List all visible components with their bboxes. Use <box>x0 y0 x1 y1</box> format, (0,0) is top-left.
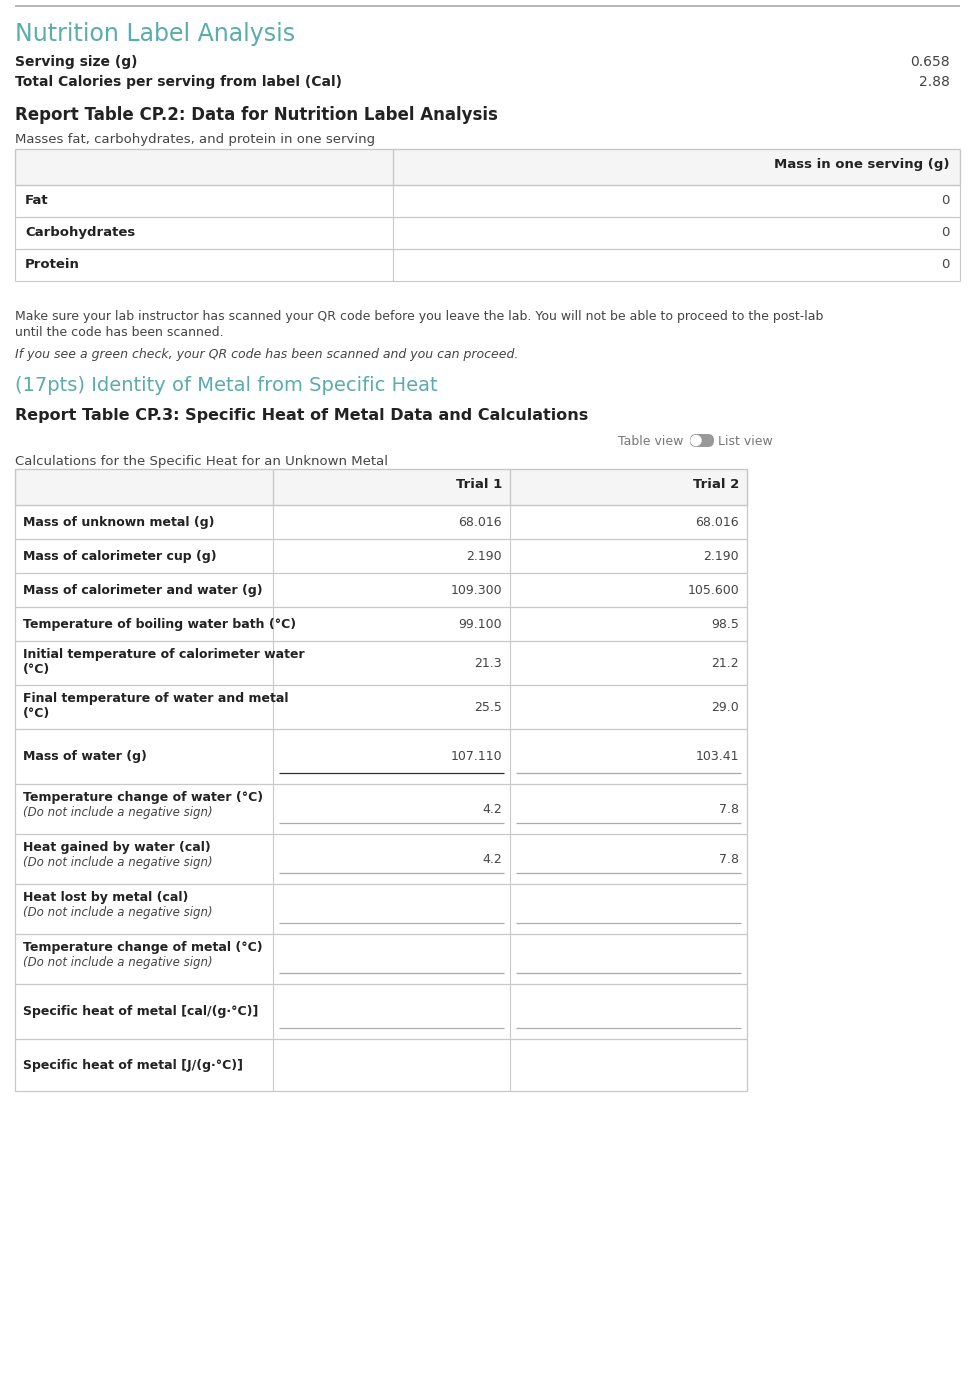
Bar <box>15 1039 747 1090</box>
Text: Temperature of boiling water bath (°C): Temperature of boiling water bath (°C) <box>23 618 296 631</box>
Text: Fat: Fat <box>25 194 49 207</box>
Text: 21.3: 21.3 <box>475 657 502 669</box>
Text: (°C): (°C) <box>23 707 51 720</box>
Text: Trial 2: Trial 2 <box>693 478 739 490</box>
Text: 2.190: 2.190 <box>466 550 502 563</box>
Text: (17pts) Identity of Metal from Specific Heat: (17pts) Identity of Metal from Specific … <box>15 376 438 394</box>
Text: If you see a green check, your QR code has been scanned and you can proceed.: If you see a green check, your QR code h… <box>15 349 519 361</box>
Text: Mass of calorimeter and water (g): Mass of calorimeter and water (g) <box>23 583 262 597</box>
Text: Masses fat, carbohydrates, and protein in one serving: Masses fat, carbohydrates, and protein i… <box>15 133 375 146</box>
Text: (Do not include a negative sign): (Do not include a negative sign) <box>23 956 213 970</box>
Text: (Do not include a negative sign): (Do not include a negative sign) <box>23 856 213 870</box>
Bar <box>15 574 747 607</box>
Bar <box>15 933 747 983</box>
Bar <box>15 506 747 539</box>
Text: Report Table CP.3: Specific Heat of Metal Data and Calculations: Report Table CP.3: Specific Heat of Meta… <box>15 408 588 424</box>
Text: Mass of calorimeter cup (g): Mass of calorimeter cup (g) <box>23 550 216 563</box>
Text: Total Calories per serving from label (Cal): Total Calories per serving from label (C… <box>15 75 342 89</box>
Text: 29.0: 29.0 <box>711 701 739 714</box>
Text: Heat gained by water (cal): Heat gained by water (cal) <box>23 840 211 854</box>
Text: (Do not include a negative sign): (Do not include a negative sign) <box>23 806 213 820</box>
Text: Mass of water (g): Mass of water (g) <box>23 750 147 763</box>
Text: Final temperature of water and metal: Final temperature of water and metal <box>23 692 289 706</box>
Bar <box>15 640 747 685</box>
Text: Report Table CP.2: Data for Nutrition Label Analysis: Report Table CP.2: Data for Nutrition La… <box>15 106 498 124</box>
Bar <box>15 783 747 833</box>
Text: (Do not include a negative sign): (Do not include a negative sign) <box>23 906 213 920</box>
Bar <box>15 685 747 729</box>
Text: 107.110: 107.110 <box>450 750 502 763</box>
Bar <box>15 983 747 1039</box>
Bar <box>15 883 747 933</box>
Text: 105.600: 105.600 <box>687 583 739 597</box>
Text: Serving size (g): Serving size (g) <box>15 56 137 69</box>
Text: 103.41: 103.41 <box>695 750 739 763</box>
Bar <box>15 539 747 574</box>
Text: Make sure your lab instructor has scanned your QR code before you leave the lab.: Make sure your lab instructor has scanne… <box>15 310 823 324</box>
Circle shape <box>691 436 701 446</box>
Text: Specific heat of metal [cal/(g·°C)]: Specific heat of metal [cal/(g·°C)] <box>23 1006 258 1018</box>
Bar <box>15 249 960 281</box>
Text: Heat lost by metal (cal): Heat lost by metal (cal) <box>23 890 188 904</box>
Text: Nutrition Label Analysis: Nutrition Label Analysis <box>15 22 295 46</box>
FancyBboxPatch shape <box>690 433 714 447</box>
Text: 99.100: 99.100 <box>458 618 502 631</box>
Bar <box>15 469 747 506</box>
Text: List view: List view <box>718 435 773 449</box>
Text: Table view: Table view <box>618 435 683 449</box>
Text: 7.8: 7.8 <box>719 803 739 815</box>
Text: 2.190: 2.190 <box>703 550 739 563</box>
Text: 0: 0 <box>942 194 950 207</box>
Text: Carbohydrates: Carbohydrates <box>25 226 136 239</box>
Bar <box>15 833 747 883</box>
Text: 0: 0 <box>942 226 950 239</box>
Text: 21.2: 21.2 <box>712 657 739 669</box>
Text: Specific heat of metal [J/(g·°C)]: Specific heat of metal [J/(g·°C)] <box>23 1058 243 1072</box>
Text: Temperature change of water (°C): Temperature change of water (°C) <box>23 790 263 804</box>
Bar <box>15 149 960 185</box>
Text: Mass of unknown metal (g): Mass of unknown metal (g) <box>23 515 214 529</box>
Text: 98.5: 98.5 <box>711 618 739 631</box>
Text: Temperature change of metal (°C): Temperature change of metal (°C) <box>23 940 262 954</box>
Text: 0.658: 0.658 <box>911 56 950 69</box>
Bar <box>15 607 747 640</box>
Text: Mass in one serving (g): Mass in one serving (g) <box>774 158 950 171</box>
Text: Trial 1: Trial 1 <box>455 478 502 490</box>
Text: until the code has been scanned.: until the code has been scanned. <box>15 326 223 339</box>
Bar <box>15 185 960 217</box>
Bar <box>15 217 960 249</box>
Text: (°C): (°C) <box>23 663 51 676</box>
Text: 109.300: 109.300 <box>450 583 502 597</box>
Text: 25.5: 25.5 <box>474 701 502 714</box>
Text: 0: 0 <box>942 258 950 271</box>
Text: Calculations for the Specific Heat for an Unknown Metal: Calculations for the Specific Heat for a… <box>15 456 388 468</box>
Text: 2.88: 2.88 <box>919 75 950 89</box>
Text: Initial temperature of calorimeter water: Initial temperature of calorimeter water <box>23 649 304 661</box>
Text: Protein: Protein <box>25 258 80 271</box>
Text: 4.2: 4.2 <box>483 853 502 865</box>
Text: 68.016: 68.016 <box>695 515 739 529</box>
Bar <box>15 729 747 783</box>
Text: 7.8: 7.8 <box>719 853 739 865</box>
Text: 68.016: 68.016 <box>458 515 502 529</box>
Text: 4.2: 4.2 <box>483 803 502 815</box>
